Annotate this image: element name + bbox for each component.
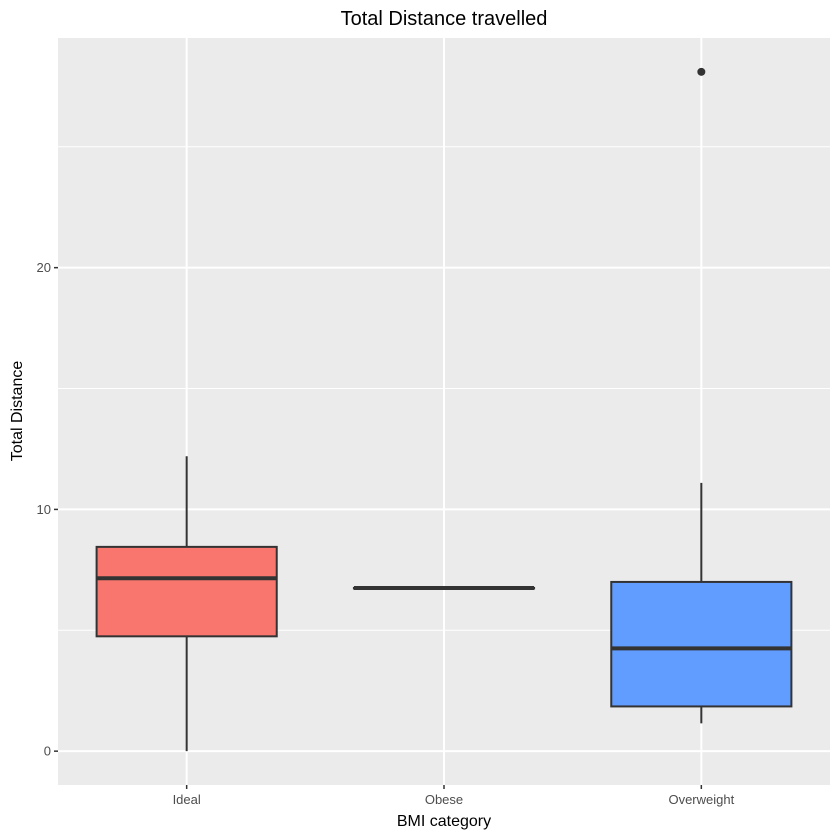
x-axis: Ideal Obese Overweight (173, 785, 735, 807)
chart-title: Total Distance travelled (341, 8, 548, 30)
y-tick-label: 0 (44, 744, 51, 759)
x-axis-title: BMI category (397, 813, 491, 830)
box-ideal (95, 456, 278, 752)
y-axis: 0 10 20 (37, 260, 58, 759)
boxes (95, 67, 793, 752)
x-tick-label: Overweight (668, 792, 734, 807)
x-tick-label: Obese (425, 792, 463, 807)
box-overweight (610, 67, 793, 724)
box-obese (352, 585, 536, 590)
iqr-box (95, 545, 278, 638)
y-tick-label: 20 (37, 260, 51, 275)
x-tick-label: Ideal (173, 792, 201, 807)
y-tick-label: 10 (37, 502, 51, 517)
iqr-box (610, 580, 793, 708)
y-axis-title: Total Distance (9, 361, 26, 462)
outlier-point (697, 67, 706, 76)
